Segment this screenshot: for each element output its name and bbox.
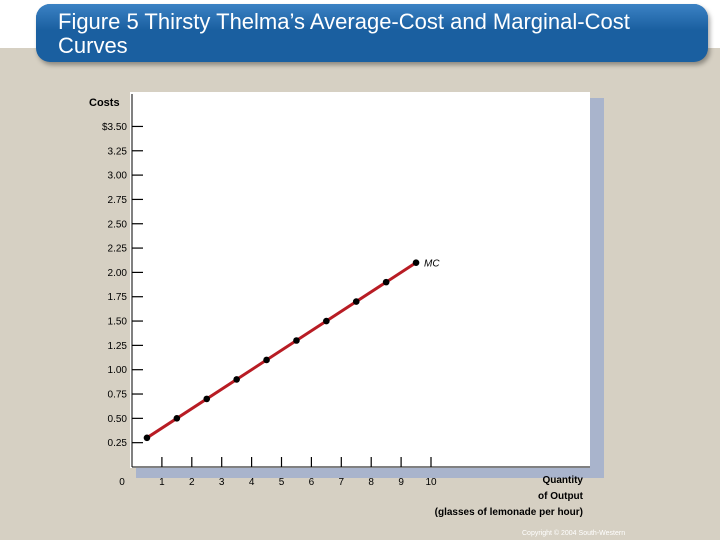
title-banner: Figure 5 Thirsty Thelma’s Average-Cost a… xyxy=(36,4,708,62)
mc-data-point xyxy=(382,278,390,286)
chart-panel xyxy=(130,92,590,468)
copyright-text: Copyright © 2004 South-Western xyxy=(522,530,626,537)
y-tick-label: $3.50 xyxy=(102,122,127,133)
y-tick-label: 2.75 xyxy=(108,195,128,206)
x-tick-label: 2 xyxy=(189,477,195,488)
mc-series-label: MC xyxy=(424,259,440,270)
y-axis-label: Costs xyxy=(89,97,120,109)
x-tick-label: 4 xyxy=(249,477,255,488)
banner-sheen xyxy=(36,4,708,30)
mc-data-point xyxy=(352,298,360,305)
mc-data-point xyxy=(233,376,240,383)
mc-data-point xyxy=(143,434,151,442)
mc-data-point xyxy=(203,395,211,403)
y-tick-label: 0.25 xyxy=(108,438,128,449)
y-tick-label: 0.75 xyxy=(108,390,128,401)
mc-line xyxy=(146,261,417,440)
mc-data-point xyxy=(323,317,330,325)
x-tick-label: 8 xyxy=(368,477,374,488)
y-tick-label: 2.00 xyxy=(108,268,128,279)
mc-data-point xyxy=(412,259,420,266)
y-tick-label: 3.00 xyxy=(108,171,128,182)
y-tick-label: 2.50 xyxy=(108,219,128,230)
y-tick-label: 0.50 xyxy=(108,414,128,425)
mc-data-point xyxy=(173,415,181,422)
mc-data-point xyxy=(263,356,270,364)
x-tick-label: 7 xyxy=(339,477,345,488)
y-tick-label: 1.00 xyxy=(108,365,128,376)
x-axis-label-line: Quantity xyxy=(542,475,583,486)
x-axis-label-line: of Output xyxy=(538,491,584,502)
x-tick-label: 9 xyxy=(398,477,404,488)
mc-data-point xyxy=(293,337,300,344)
y-tick-label: 1.25 xyxy=(108,341,128,352)
x-tick-label: 3 xyxy=(219,477,225,488)
x-tick-label: 5 xyxy=(279,477,285,488)
y-tick-label: 2.25 xyxy=(108,244,128,255)
x-tick-label: 1 xyxy=(159,477,165,488)
slide-title: Figure 5 Thirsty Thelma’s Average-Cost a… xyxy=(58,9,630,58)
origin-label: 0 xyxy=(119,477,125,488)
x-tick-label: 6 xyxy=(309,477,315,488)
y-tick-label: 1.75 xyxy=(108,292,128,303)
x-axis-label-line: (glasses of lemonade per hour) xyxy=(435,507,583,518)
x-tick-label: 10 xyxy=(425,477,437,488)
y-tick-label: 3.25 xyxy=(108,146,128,157)
y-tick-label: 1.50 xyxy=(108,317,128,328)
